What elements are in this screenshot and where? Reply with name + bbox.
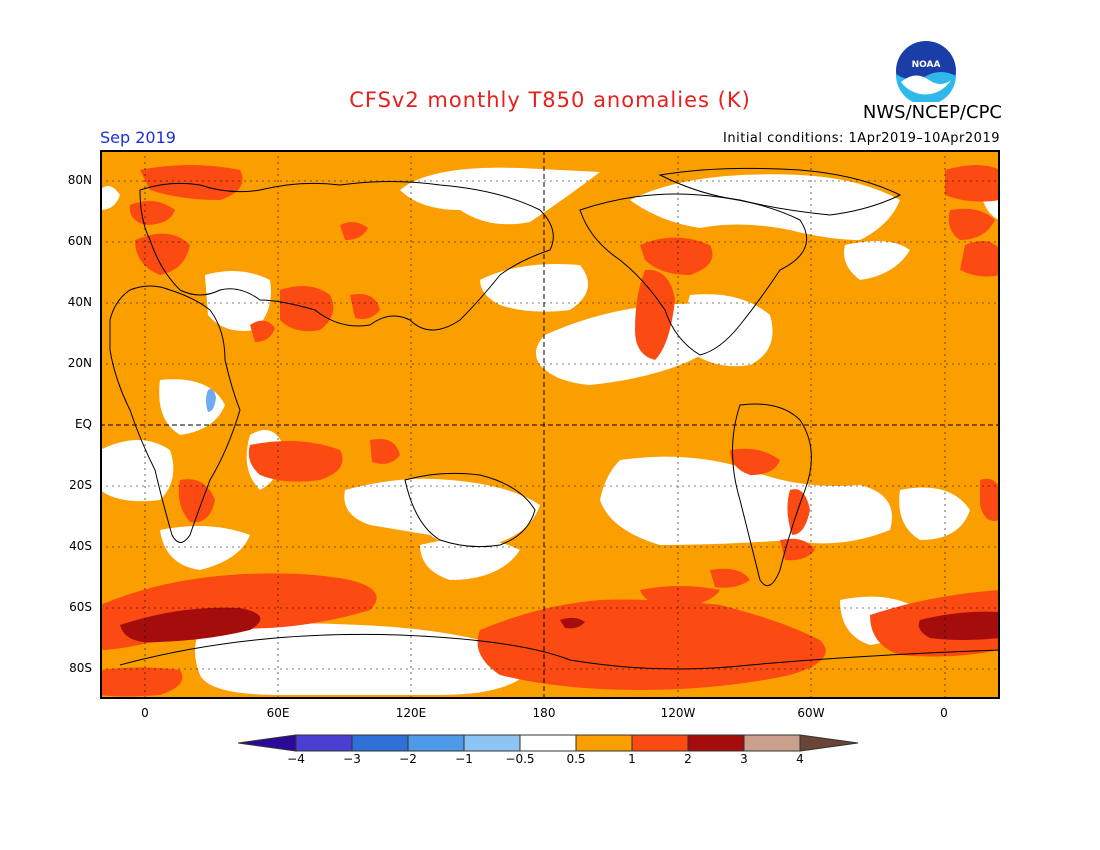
- noaa-logo: NOAA: [895, 41, 956, 102]
- lat-label: 20N: [67, 356, 92, 370]
- colorbar-swatch: [743, 734, 801, 752]
- lat-label: 40S: [69, 539, 92, 553]
- colorbar-tick-label: −4: [287, 752, 305, 766]
- colorbar-tick-label: −2: [399, 752, 417, 766]
- colorbar-tick-label: 1: [628, 752, 636, 766]
- colorbar-swatch: [351, 734, 409, 752]
- chart-title: CFSv2 monthly T850 anomalies (K): [349, 88, 751, 112]
- colorbar: [238, 734, 859, 752]
- cool-anomaly-patch: [206, 389, 216, 412]
- colorbar-tick-label: −3: [343, 752, 361, 766]
- lat-label: 40N: [67, 295, 92, 309]
- month-label: Sep 2019: [100, 128, 176, 147]
- lon-label: 120W: [660, 706, 696, 720]
- gridlines: [100, 150, 1000, 699]
- colorbar-tick-label: 3: [740, 752, 748, 766]
- lat-label: EQ: [74, 417, 92, 431]
- colorbar-swatch: [799, 734, 859, 752]
- coastlines: [109, 167, 1000, 670]
- colorbar-swatch: [575, 734, 633, 752]
- colorbar-tick-label: −0.5: [505, 752, 535, 766]
- colorbar-swatch: [407, 734, 465, 752]
- lat-label: 80N: [67, 173, 92, 187]
- lon-label: 60E: [266, 706, 290, 720]
- colorbar-swatch: [295, 734, 353, 752]
- lon-label: 0: [141, 706, 149, 720]
- lon-label: 60W: [797, 706, 825, 720]
- colorbar-tick-label: 2: [684, 752, 692, 766]
- lon-label: 0: [940, 706, 948, 720]
- colorbar-swatch: [687, 734, 745, 752]
- equator-dateline: [100, 150, 1000, 699]
- lat-label: 20S: [69, 478, 92, 492]
- colorbar-tick-label: 0.5: [566, 752, 586, 766]
- initial-conditions: Initial conditions: 1Apr2019–10Apr2019: [723, 131, 1000, 146]
- map-frame: [100, 150, 1000, 699]
- colorbar-tick-label: −1: [455, 752, 473, 766]
- lon-label: 180: [532, 706, 556, 720]
- lon-label: 120E: [395, 706, 427, 720]
- lat-label: 60S: [69, 600, 92, 614]
- agency-label: NWS/NCEP/CPC: [862, 102, 1002, 123]
- warm-2-3-regions: [120, 607, 1000, 643]
- lat-label: 80S: [69, 661, 92, 675]
- colorbar-swatch: [631, 734, 689, 752]
- anomaly-map: [100, 150, 1000, 699]
- logo-text: NOAA: [912, 60, 941, 70]
- lat-label: 60N: [67, 234, 92, 248]
- colorbar-swatch: [238, 734, 297, 752]
- colorbar-swatch: [519, 734, 577, 752]
- colorbar-swatch: [463, 734, 521, 752]
- colorbar-tick-label: 4: [796, 752, 804, 766]
